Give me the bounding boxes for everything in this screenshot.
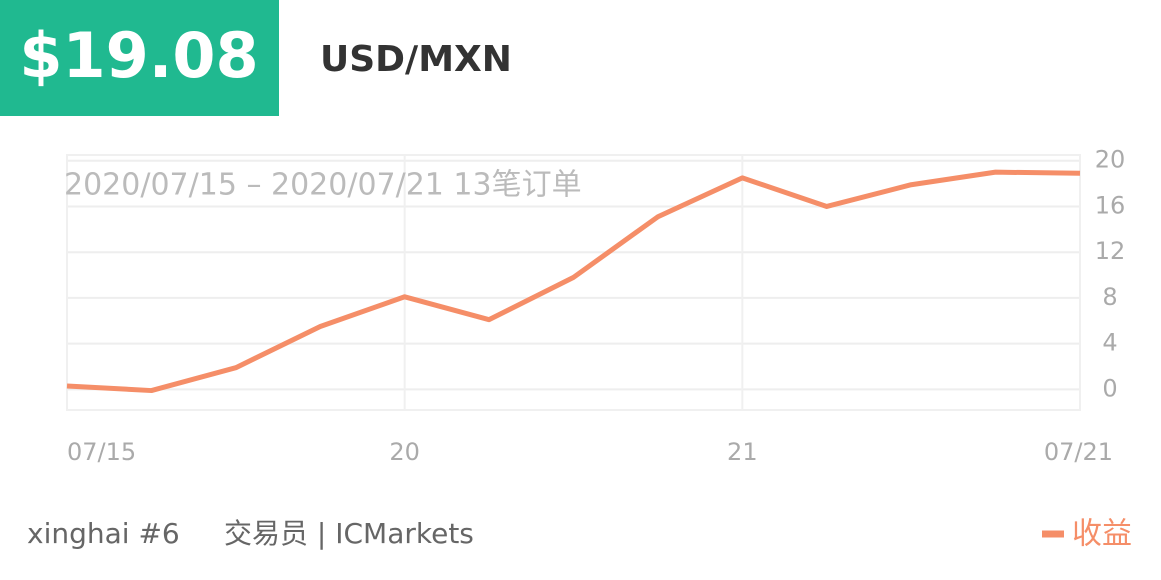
x-tick-label: 07/21 [1044,438,1113,466]
y-tick-label: 12 [1095,237,1126,265]
y-tick-label: 20 [1095,146,1126,174]
y-tick-label: 4 [1102,329,1117,357]
line [66,169,1081,394]
legend-label: 收益 [1072,517,1132,552]
y-tick-label: 8 [1102,283,1117,311]
y-tick-label: 16 [1095,191,1126,219]
price-badge [0,0,279,116]
x-tick-label: 07/15 [67,438,136,466]
annotation: 2020/07/15 – 2020/07/21 13笔订单 [64,168,582,203]
y-tick-label: 0 [1102,374,1117,402]
x-tick-label: 21 [727,438,758,466]
trader: xinghai #6 [27,517,180,550]
role: 交易员 | ICMarkets [224,517,474,550]
pair: USD/MXN [320,39,512,80]
price: $19.08 [19,19,258,92]
x-tick-label: 20 [389,438,420,466]
